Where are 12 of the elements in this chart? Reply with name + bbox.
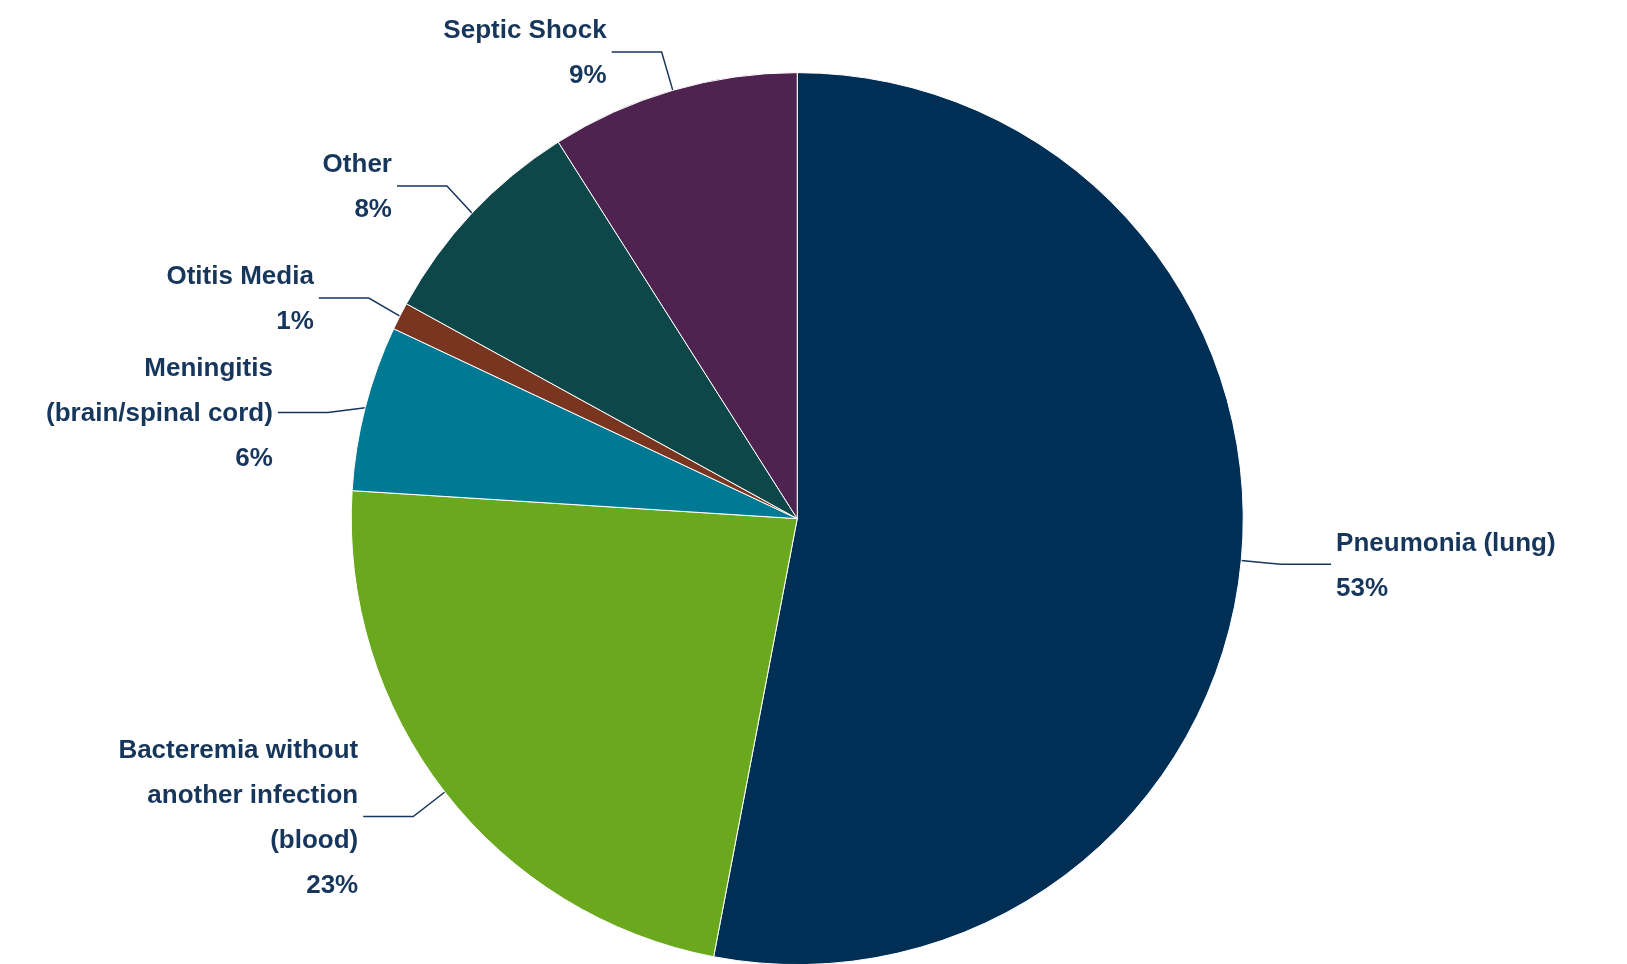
slice-label: Otitis Media	[166, 260, 315, 291]
slice-label: Pneumonia (lung)	[1336, 526, 1556, 557]
slice-label: Other	[322, 148, 392, 179]
data-label: 53%	[1336, 571, 1389, 602]
slice-label: Meningitis (brain/spinal cord)	[46, 352, 273, 428]
data-label: 23%	[306, 869, 359, 899]
slice-label: Septic Shock	[443, 14, 608, 45]
data-label: 9%	[569, 59, 607, 90]
data-label: 1%	[276, 305, 314, 336]
data-label: 8%	[354, 193, 392, 224]
slice-label: Bacteremia without another infection (blood)	[118, 734, 359, 854]
data-label: 6%	[235, 442, 273, 473]
